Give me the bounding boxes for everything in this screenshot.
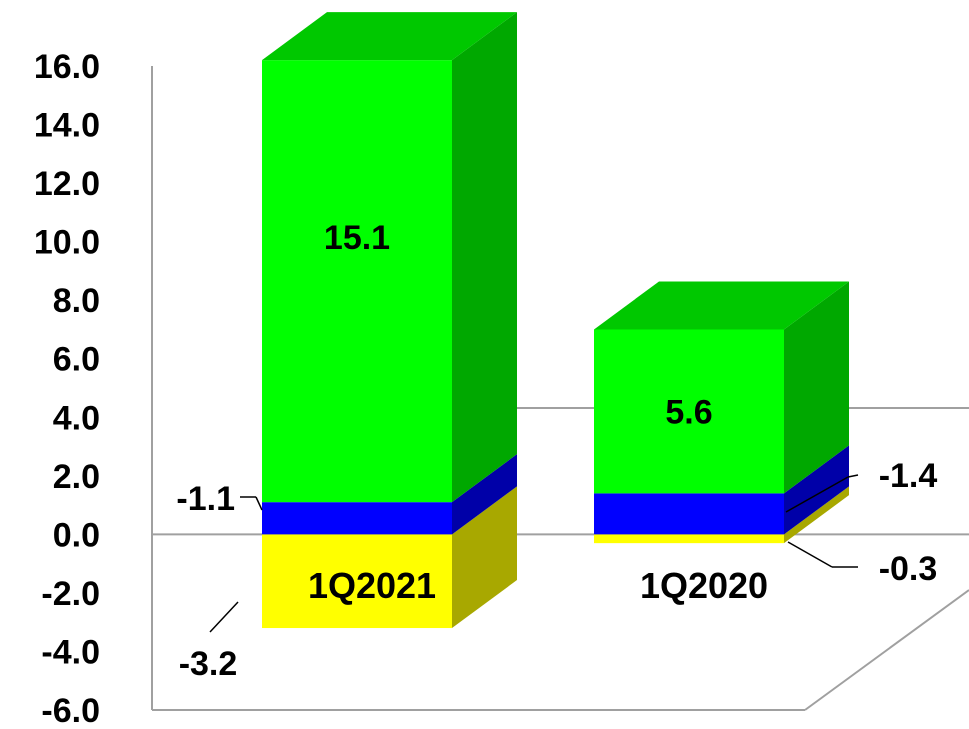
y-tick-label: 4.0 bbox=[53, 399, 100, 437]
bar-front-face bbox=[594, 329, 784, 494]
y-tick-label: 14.0 bbox=[34, 107, 100, 145]
data-labels: 15.1 -1.1 -3.2 5.6 -1.4 -0.3 bbox=[176, 219, 937, 683]
y-axis-ticks: 16.0 14.0 12.0 10.0 8.0 6.0 4.0 2.0 0.0 -2.0 -4.0 -… bbox=[34, 48, 100, 729]
y-tick-label: -2.0 bbox=[41, 575, 100, 613]
bar-front-face bbox=[594, 534, 784, 544]
leader-line bbox=[785, 476, 849, 513]
bar-top-face bbox=[262, 12, 517, 61]
bar-front-face bbox=[262, 502, 452, 535]
bar-top-face bbox=[594, 281, 849, 330]
data-label: 15.1 bbox=[324, 219, 390, 257]
data-label: 5.6 bbox=[665, 393, 712, 431]
y-tick-label: 6.0 bbox=[53, 341, 100, 379]
leader-line bbox=[787, 541, 833, 568]
y-tick-label: 2.0 bbox=[53, 458, 100, 496]
category-label: 1Q2021 bbox=[308, 565, 436, 606]
bar-side-face bbox=[452, 12, 517, 503]
bar-front-face bbox=[262, 60, 452, 503]
y-tick-label: 8.0 bbox=[53, 282, 100, 320]
bar-side-face bbox=[784, 486, 849, 544]
data-label: -1.1 bbox=[176, 480, 235, 518]
floor-right-edge bbox=[804, 589, 969, 711]
y-tick-label: -6.0 bbox=[41, 692, 100, 729]
bar-side-face bbox=[452, 486, 517, 629]
data-label: -1.4 bbox=[879, 457, 938, 495]
bar-front-face bbox=[594, 493, 784, 535]
bar-front-face bbox=[262, 534, 452, 629]
leader-line bbox=[255, 496, 263, 511]
bar-side-face bbox=[452, 454, 517, 535]
category-label: 1Q2020 bbox=[640, 565, 768, 606]
bars bbox=[262, 12, 849, 629]
leader-line bbox=[209, 601, 239, 633]
bar-side-face bbox=[784, 445, 849, 535]
y-tick-label: 0.0 bbox=[53, 516, 100, 554]
y-tick-label: 16.0 bbox=[34, 48, 100, 86]
bar-side-face bbox=[784, 281, 849, 494]
y-tick-label: 12.0 bbox=[34, 165, 100, 203]
data-label: -0.3 bbox=[879, 550, 938, 588]
leader-line bbox=[847, 474, 859, 478]
category-labels: 1Q2021 1Q2020 bbox=[308, 565, 768, 606]
data-label: -3.2 bbox=[179, 645, 238, 683]
y-tick-label: 10.0 bbox=[34, 224, 100, 262]
y-tick-label: -4.0 bbox=[41, 633, 100, 671]
